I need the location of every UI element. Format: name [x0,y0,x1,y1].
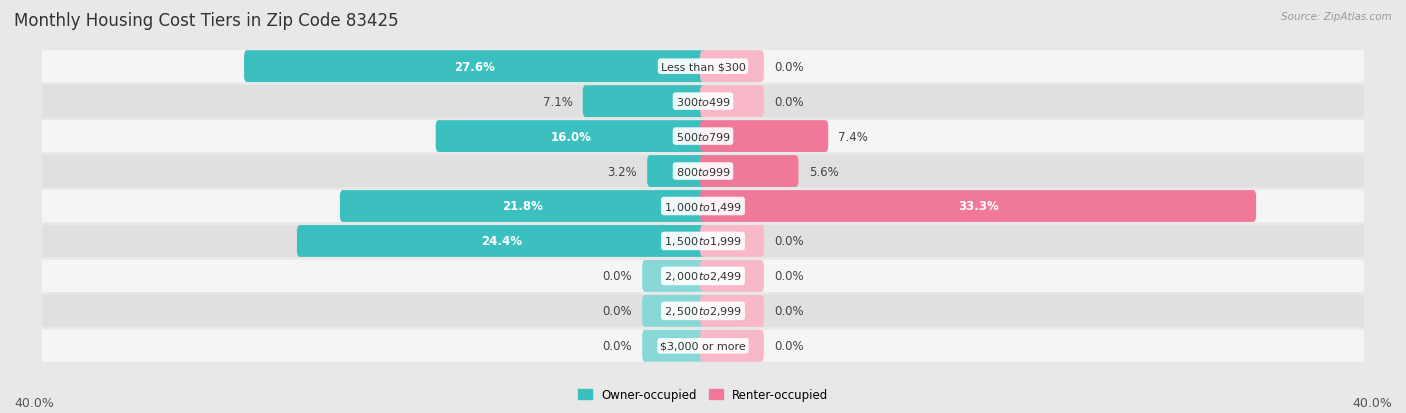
Text: 40.0%: 40.0% [1353,396,1392,409]
FancyBboxPatch shape [700,51,763,83]
Text: Monthly Housing Cost Tiers in Zip Code 83425: Monthly Housing Cost Tiers in Zip Code 8… [14,12,399,30]
Text: 33.3%: 33.3% [957,200,998,213]
FancyBboxPatch shape [700,191,1256,222]
FancyBboxPatch shape [436,121,706,153]
Text: $2,000 to $2,499: $2,000 to $2,499 [664,270,742,283]
FancyBboxPatch shape [0,260,1406,292]
Text: 7.4%: 7.4% [838,130,869,143]
Text: $1,000 to $1,499: $1,000 to $1,499 [664,200,742,213]
FancyBboxPatch shape [0,86,1406,118]
FancyBboxPatch shape [297,225,706,257]
Text: $3,000 or more: $3,000 or more [661,341,745,351]
FancyBboxPatch shape [0,295,1406,327]
FancyBboxPatch shape [700,225,763,257]
Text: 0.0%: 0.0% [775,61,804,74]
FancyBboxPatch shape [0,330,1406,362]
Text: 16.0%: 16.0% [550,130,592,143]
Text: 0.0%: 0.0% [775,339,804,352]
FancyBboxPatch shape [0,225,1406,257]
FancyBboxPatch shape [647,156,706,188]
Text: $300 to $499: $300 to $499 [675,96,731,108]
FancyBboxPatch shape [700,295,763,327]
Text: 0.0%: 0.0% [602,270,631,283]
FancyBboxPatch shape [700,260,763,292]
Text: 0.0%: 0.0% [775,235,804,248]
Text: $1,500 to $1,999: $1,500 to $1,999 [664,235,742,248]
Text: 0.0%: 0.0% [775,95,804,108]
Legend: Owner-occupied, Renter-occupied: Owner-occupied, Renter-occupied [578,389,828,401]
Text: 7.1%: 7.1% [543,95,572,108]
Text: 40.0%: 40.0% [14,396,53,409]
Text: 5.6%: 5.6% [808,165,838,178]
FancyBboxPatch shape [643,295,706,327]
Text: 27.6%: 27.6% [454,61,495,74]
Text: 3.2%: 3.2% [607,165,637,178]
FancyBboxPatch shape [643,330,706,362]
Text: 21.8%: 21.8% [502,200,543,213]
Text: 0.0%: 0.0% [602,339,631,352]
FancyBboxPatch shape [643,260,706,292]
Text: 0.0%: 0.0% [775,305,804,318]
Text: 0.0%: 0.0% [775,270,804,283]
FancyBboxPatch shape [700,156,799,188]
FancyBboxPatch shape [340,191,706,222]
FancyBboxPatch shape [0,51,1406,83]
Text: 0.0%: 0.0% [602,305,631,318]
Text: 24.4%: 24.4% [481,235,522,248]
Text: $2,500 to $2,999: $2,500 to $2,999 [664,305,742,318]
FancyBboxPatch shape [245,51,706,83]
Text: $800 to $999: $800 to $999 [675,166,731,178]
FancyBboxPatch shape [700,121,828,153]
Text: $500 to $799: $500 to $799 [675,131,731,143]
Text: Less than $300: Less than $300 [661,62,745,72]
Text: Source: ZipAtlas.com: Source: ZipAtlas.com [1281,12,1392,22]
FancyBboxPatch shape [582,86,706,118]
FancyBboxPatch shape [0,190,1406,223]
FancyBboxPatch shape [700,86,763,118]
FancyBboxPatch shape [0,156,1406,188]
FancyBboxPatch shape [700,330,763,362]
FancyBboxPatch shape [0,121,1406,153]
